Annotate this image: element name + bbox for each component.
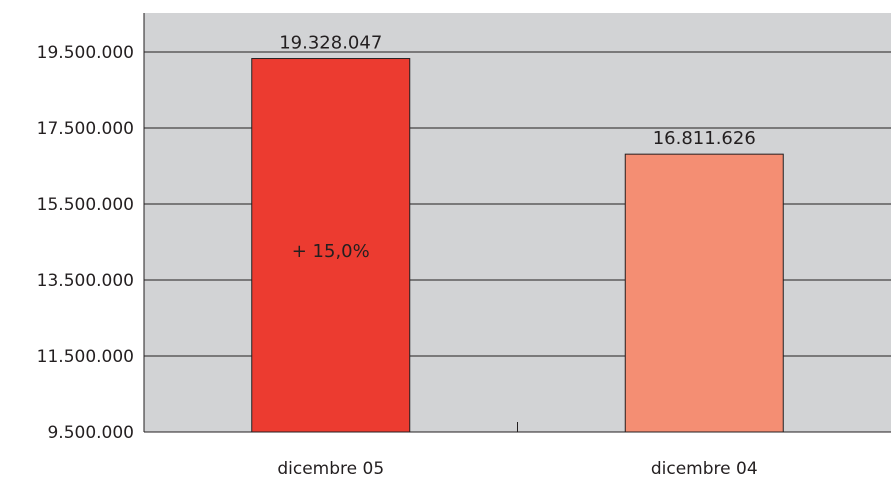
growth-annotation: + 15,0%: [292, 241, 370, 262]
y-tick-label: 13.500.000: [37, 271, 134, 291]
y-tick-label: 9.500.000: [47, 423, 134, 443]
bar-1: [251, 58, 411, 433]
y-tick-label: 11.500.000: [37, 347, 134, 367]
x-tick-label: dicembre 05: [277, 459, 384, 477]
y-tick-label: 17.500.000: [37, 119, 134, 139]
x-tick-label: dicembre 04: [651, 459, 758, 477]
y-tick-label: 15.500.000: [37, 195, 134, 215]
value-label: 16.811.626: [653, 128, 756, 149]
bars: [251, 58, 784, 433]
y-axis-ticks: 9.500.000 11.500.000 13.500.000 15.500.000 1…: [37, 43, 134, 443]
bar-2: [624, 153, 784, 433]
value-label: 19.328.047: [279, 33, 382, 54]
y-tick-label: 19.500.000: [37, 43, 134, 63]
x-axis-labels: dicembre 05 dicembre 04: [277, 459, 757, 477]
value-labels: 19.328.047 + 15,0% 16.811.626: [279, 33, 756, 263]
